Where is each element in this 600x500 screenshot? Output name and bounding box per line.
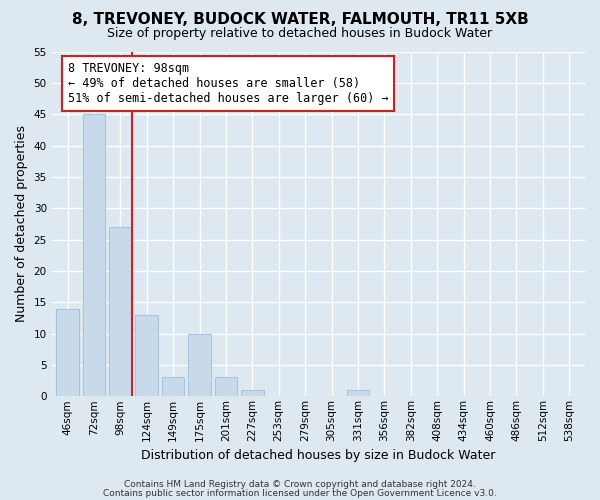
Text: Contains HM Land Registry data © Crown copyright and database right 2024.: Contains HM Land Registry data © Crown c… (124, 480, 476, 489)
Bar (162, 378, 184, 396)
Bar (83, 114, 105, 397)
Text: 8 TREVONEY: 98sqm
← 49% of detached houses are smaller (58)
51% of semi-detached: 8 TREVONEY: 98sqm ← 49% of detached hous… (68, 62, 388, 105)
Bar (136, 315, 158, 396)
Bar (109, 227, 131, 396)
Bar (241, 390, 263, 396)
Y-axis label: Number of detached properties: Number of detached properties (15, 126, 28, 322)
Bar (347, 390, 369, 396)
Bar (188, 334, 211, 396)
Text: 8, TREVONEY, BUDOCK WATER, FALMOUTH, TR11 5XB: 8, TREVONEY, BUDOCK WATER, FALMOUTH, TR1… (71, 12, 529, 28)
Bar (56, 308, 79, 396)
Text: Contains public sector information licensed under the Open Government Licence v3: Contains public sector information licen… (103, 488, 497, 498)
Text: Size of property relative to detached houses in Budock Water: Size of property relative to detached ho… (107, 28, 493, 40)
X-axis label: Distribution of detached houses by size in Budock Water: Distribution of detached houses by size … (141, 450, 496, 462)
Bar (215, 378, 237, 396)
